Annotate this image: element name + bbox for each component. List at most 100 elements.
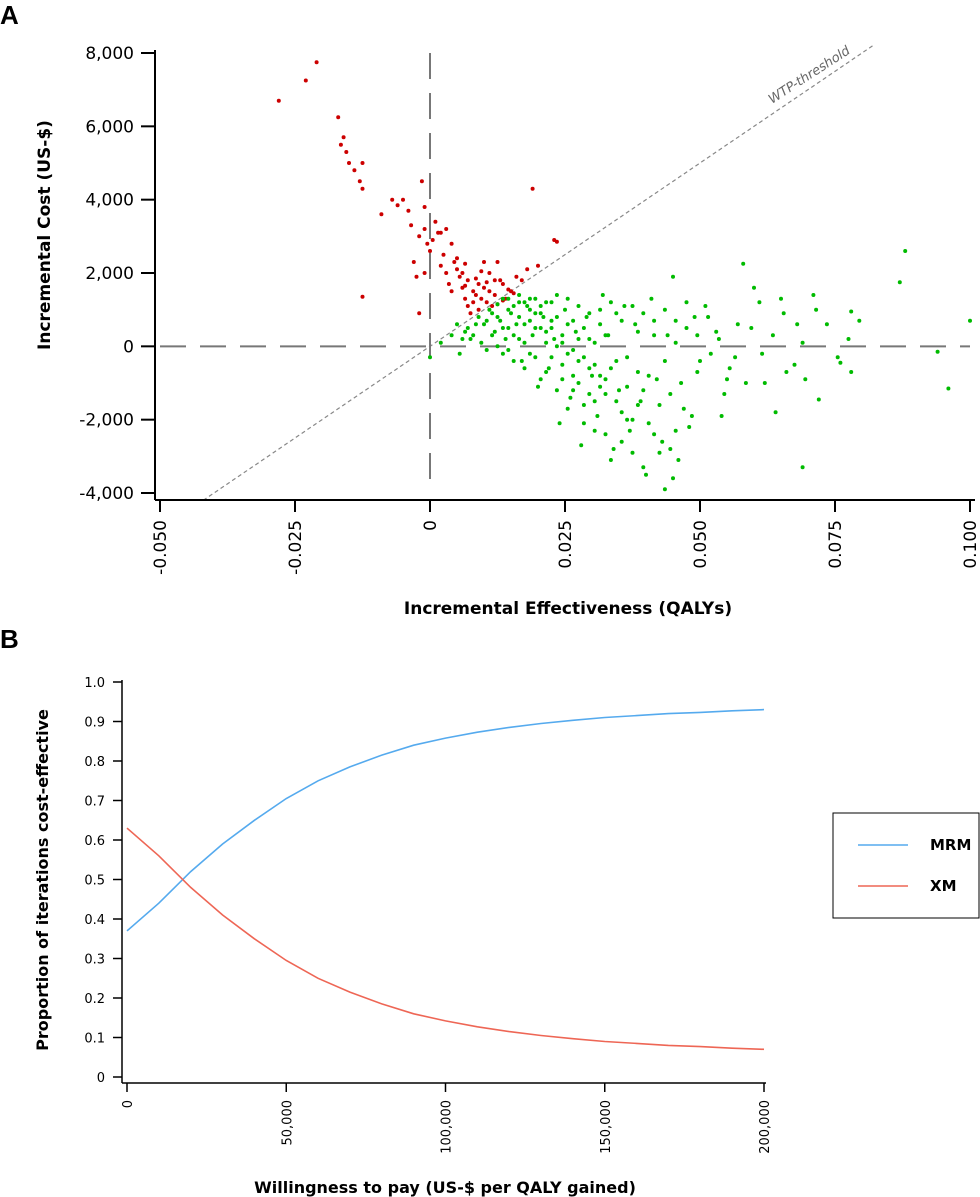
point-cost-effective	[587, 392, 592, 396]
point-cost-effective	[560, 377, 565, 382]
point-cost-effective	[576, 381, 581, 385]
point-cost-effective	[614, 359, 619, 363]
panel-b-label: B	[0, 624, 19, 654]
y-tick-label-b: 0.9	[84, 716, 105, 731]
point-cost-effective	[668, 392, 673, 396]
point-not-cost-effective	[536, 263, 540, 268]
point-cost-effective	[571, 348, 576, 352]
point-cost-effective	[630, 304, 635, 308]
legend: MRM XM	[832, 812, 980, 919]
point-cost-effective	[646, 421, 651, 426]
point-cost-effective	[662, 487, 667, 492]
point-cost-effective	[814, 307, 819, 312]
y-tick-label-a: 2,000	[85, 264, 134, 284]
point-cost-effective	[549, 318, 554, 323]
point-cost-effective	[549, 326, 554, 330]
point-cost-effective	[725, 377, 729, 382]
point-cost-effective	[527, 296, 532, 301]
point-cost-effective	[792, 362, 797, 367]
point-cost-effective	[554, 315, 559, 319]
point-not-cost-effective	[352, 168, 357, 173]
point-not-cost-effective	[360, 161, 365, 165]
point-not-cost-effective	[409, 223, 414, 228]
series-line-mrm	[126, 708, 765, 932]
point-cost-effective	[522, 340, 527, 345]
point-cost-effective	[565, 296, 570, 301]
point-not-cost-effective	[417, 311, 422, 316]
point-cost-effective	[779, 296, 783, 301]
point-cost-effective	[627, 428, 632, 433]
point-cost-effective	[500, 296, 505, 301]
y-axis-title-a: Incremental Cost (US-$)	[35, 120, 55, 350]
point-not-cost-effective	[430, 238, 435, 242]
point-cost-effective	[816, 397, 821, 402]
point-cost-effective	[741, 261, 746, 266]
series-line-xm	[126, 827, 765, 1051]
point-cost-effective	[641, 465, 646, 470]
point-cost-effective	[517, 337, 522, 341]
point-cost-effective	[641, 388, 646, 393]
point-cost-effective	[527, 351, 532, 356]
point-cost-effective	[598, 307, 603, 312]
point-cost-effective	[652, 333, 657, 338]
point-cost-effective	[698, 359, 702, 363]
point-cost-effective	[557, 421, 562, 426]
point-not-cost-effective	[554, 239, 559, 244]
point-cost-effective	[716, 337, 721, 341]
point-cost-effective	[762, 381, 767, 385]
point-not-cost-effective	[492, 278, 497, 283]
x-tick-label-b: 100,000	[440, 1100, 455, 1154]
point-not-cost-effective	[428, 249, 432, 253]
point-cost-effective	[519, 359, 524, 363]
point-cost-effective	[482, 322, 486, 327]
point-cost-effective	[544, 329, 549, 334]
point-cost-effective	[676, 458, 681, 462]
point-cost-effective	[522, 300, 527, 305]
point-cost-effective	[517, 315, 522, 319]
point-cost-effective	[465, 326, 470, 330]
x-tick-label-a: 0.025	[556, 520, 576, 569]
point-not-cost-effective	[441, 252, 446, 257]
point-not-cost-effective	[498, 278, 503, 283]
point-cost-effective	[592, 399, 597, 404]
line-series	[126, 708, 765, 1051]
point-not-cost-effective	[417, 234, 422, 239]
point-cost-effective	[635, 329, 640, 334]
point-cost-effective	[673, 318, 678, 323]
point-cost-effective	[581, 326, 586, 330]
point-cost-effective	[646, 373, 651, 378]
point-cost-effective	[590, 373, 594, 378]
point-cost-effective	[800, 340, 805, 345]
point-cost-effective	[846, 337, 851, 341]
y-tick-label-b: 0.3	[84, 953, 105, 968]
point-cost-effective	[506, 307, 511, 312]
point-cost-effective	[614, 311, 619, 316]
point-cost-effective	[527, 318, 532, 323]
point-not-cost-effective	[419, 179, 424, 184]
point-cost-effective	[560, 362, 565, 367]
point-cost-effective	[611, 447, 616, 451]
point-not-cost-effective	[347, 161, 351, 165]
point-cost-effective	[560, 333, 565, 338]
point-cost-effective	[495, 344, 500, 349]
point-cost-effective	[608, 458, 613, 462]
point-cost-effective	[576, 337, 581, 341]
point-cost-effective	[533, 311, 538, 316]
point-cost-effective	[695, 333, 700, 338]
x-axis-title-a: Incremental Effectiveness (QALYs)	[404, 599, 732, 619]
x-axis-title-b: Willingness to pay (US-$ per QALY gained…	[254, 1178, 636, 1197]
scatter-axes: -4,000 -2,000 0 2,000 4,000 6,000 8,000 -0.050 -…	[79, 44, 980, 575]
point-not-cost-effective	[438, 263, 443, 268]
point-not-cost-effective	[468, 311, 473, 316]
point-cost-effective	[592, 428, 597, 433]
point-cost-effective	[479, 340, 484, 345]
point-cost-effective	[625, 384, 630, 389]
point-cost-effective	[946, 386, 951, 391]
y-tick-label-a: 8,000	[85, 44, 134, 64]
point-cost-effective	[595, 414, 600, 418]
point-cost-effective	[533, 296, 538, 301]
point-cost-effective	[662, 359, 667, 363]
point-cost-effective	[671, 274, 675, 279]
point-not-cost-effective	[276, 98, 281, 103]
